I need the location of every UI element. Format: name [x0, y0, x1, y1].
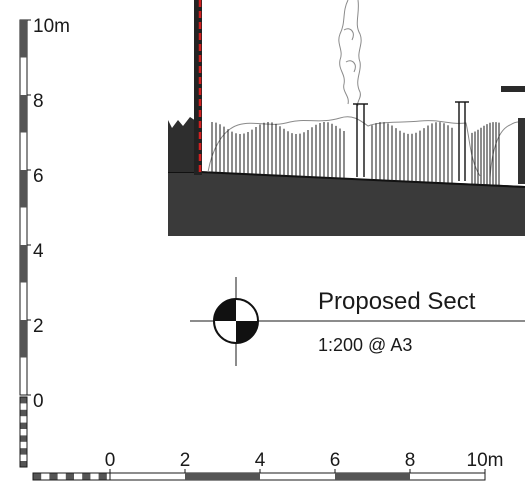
scale-note: 1:200 @ A3 — [318, 335, 412, 355]
horizontal-scale-blocks — [32, 472, 486, 481]
vertical-scale-labels: 10m 8 6 4 2 0 — [27, 16, 70, 412]
vertical-scale-label: 6 — [33, 166, 44, 187]
vertical-scale-label: 4 — [33, 241, 44, 262]
roof-edge — [501, 86, 525, 92]
right-block — [518, 118, 525, 184]
vertical-scale-blocks — [19, 19, 28, 468]
section-marker: Proposed Sect 1:200 @ A3 — [190, 277, 525, 366]
horizontal-scale-label: 10m — [467, 450, 504, 471]
tree-sketch — [338, 0, 362, 107]
section-view — [168, 0, 525, 236]
horizontal-scale-label: 4 — [255, 450, 266, 471]
boundary-wall — [194, 0, 202, 175]
horizontal-scale-label: 2 — [180, 450, 191, 471]
vertical-scale-label: 0 — [33, 391, 44, 412]
vertical-scale-label: 8 — [33, 91, 44, 112]
horizontal-scale-label: 6 — [330, 450, 341, 471]
vegetation-hatch — [211, 122, 500, 186]
horizontal-scale-bar: 0 2 4 6 8 10m — [32, 450, 504, 481]
horizontal-scale-labels: 0 2 4 6 8 10m — [105, 450, 504, 473]
vertical-scale-label: 10m — [33, 16, 70, 37]
fence-posts — [353, 101, 469, 181]
ground-mass — [168, 172, 525, 236]
vertical-scale-label: 2 — [33, 316, 44, 337]
section-title: Proposed Sect — [318, 288, 476, 315]
marker-quadrant-bottom-right — [236, 321, 258, 343]
left-wall-strip — [168, 117, 196, 172]
vertical-scale-bar: 10m 8 6 4 2 0 — [19, 16, 70, 468]
horizontal-scale-label: 8 — [405, 450, 416, 471]
marker-quadrant-top-left — [214, 299, 236, 321]
horizontal-scale-label: 0 — [105, 450, 116, 471]
